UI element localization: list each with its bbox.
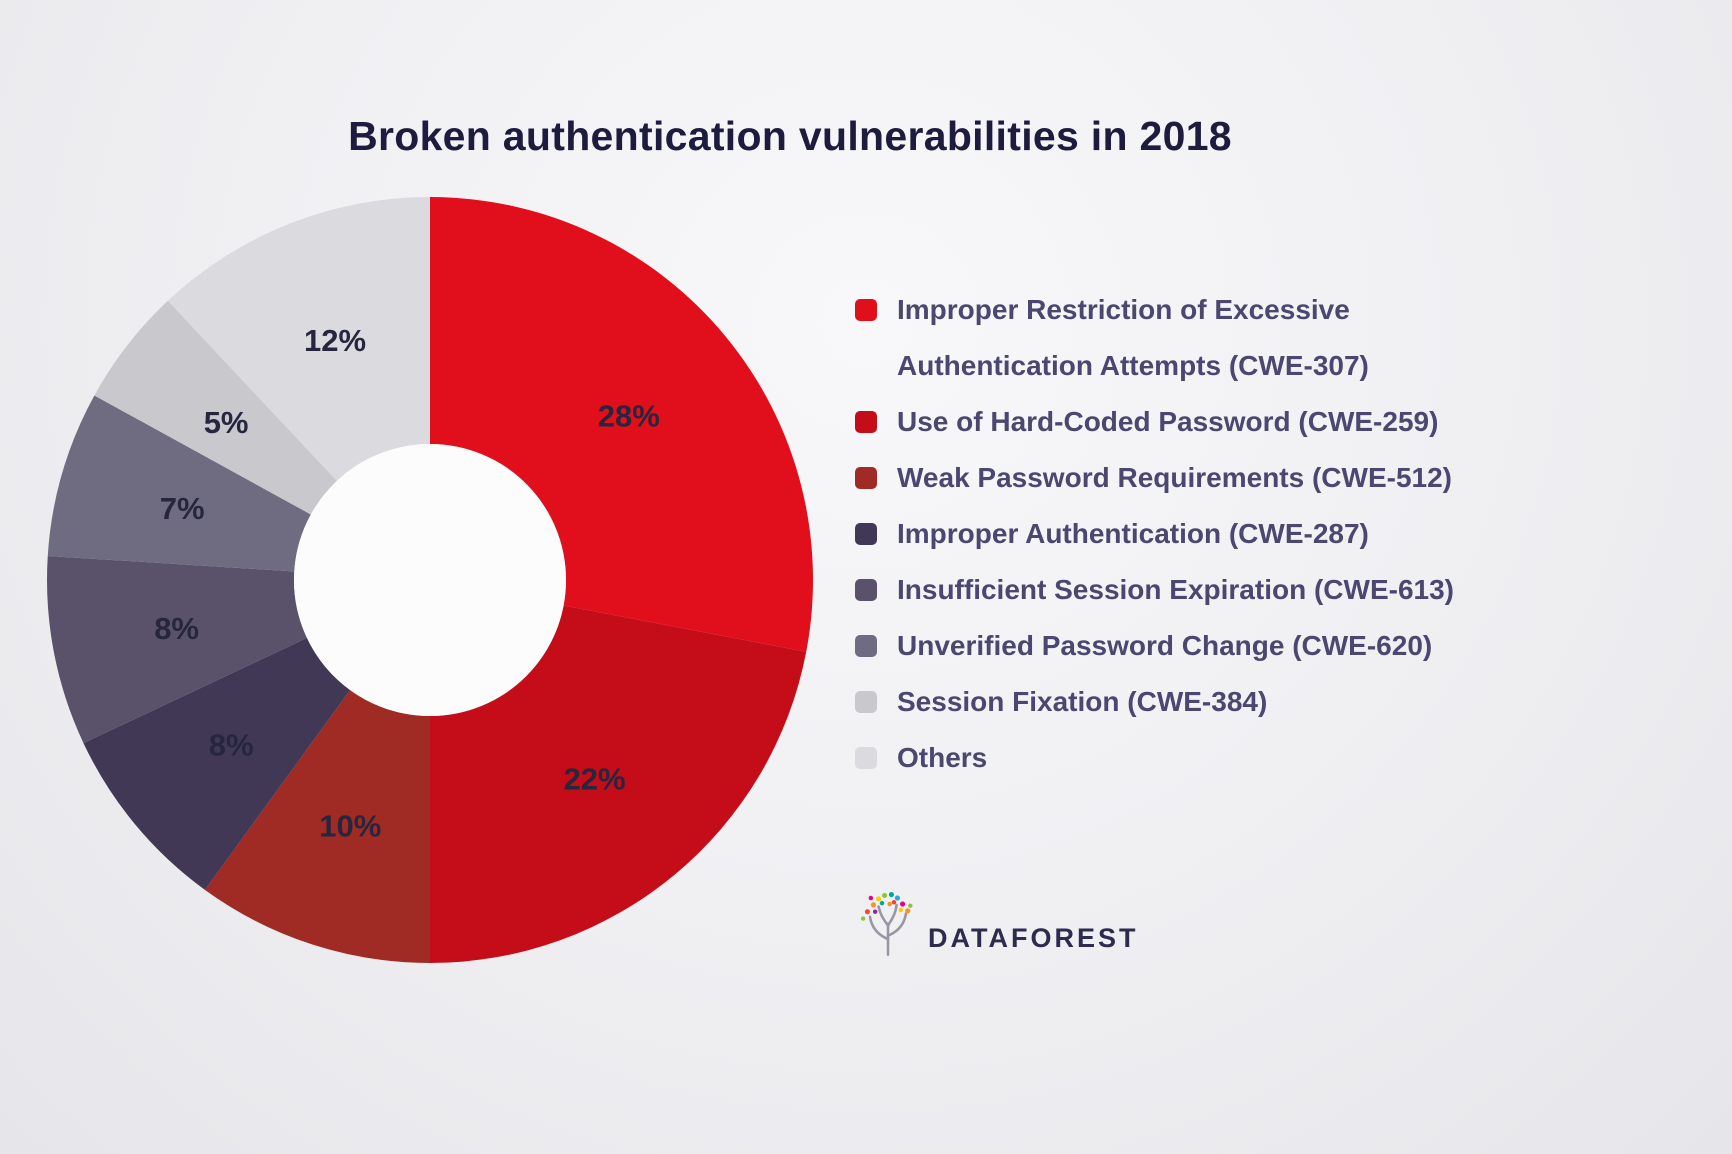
legend-item-4: Improper Authentication (CWE-287)	[855, 506, 1545, 562]
slice-percentage-label: 22%	[563, 762, 625, 797]
dataforest-tree-icon	[860, 892, 913, 956]
slice-percentage-label: 28%	[598, 398, 660, 433]
legend-swatch	[855, 747, 877, 769]
legend-swatch	[855, 299, 877, 321]
donut-chart: 28% 22% 10% 8% 8% 7% 5% 12%	[45, 195, 815, 965]
legend-item-label: Weak Password Requirements (CWE-512)	[897, 462, 1452, 493]
pie-chart-svg: 28% 22% 10% 8% 8% 7% 5% 12%	[47, 197, 814, 963]
slice-percentage-label: 10%	[319, 808, 381, 843]
slice-percentage-label: 7%	[160, 491, 205, 526]
legend-item-label: Use of Hard-Coded Password (CWE-259)	[897, 406, 1439, 437]
legend-swatch	[855, 467, 877, 489]
slice-percentage-label: 12%	[304, 323, 366, 358]
chart-title: Broken authentication vulnerabilities in…	[348, 113, 1232, 160]
pie-slice-8	[167, 197, 430, 481]
slice-percentage-label: 5%	[204, 405, 249, 440]
legend-item-label: Insufficient Session Expiration (CWE-613…	[897, 574, 1454, 605]
legend-item-5: Insufficient Session Expiration (CWE-613…	[855, 562, 1545, 618]
chart-legend: Improper Restriction of Excessive Authen…	[855, 282, 1545, 786]
pie-slice-7	[94, 300, 337, 515]
pie-slice-3	[204, 690, 430, 963]
pie-slice-6	[47, 395, 311, 572]
legend-item-label: Unverified Password Change (CWE-620)	[897, 630, 1433, 661]
legend-item-7: Session Fixation (CWE-384)	[855, 674, 1545, 730]
legend-swatch	[855, 579, 877, 601]
legend-item-label: Improper Authentication (CWE-287)	[897, 518, 1369, 549]
donut-hole	[294, 444, 566, 716]
pie-slice-4	[83, 637, 351, 890]
legend-item-label: Others	[897, 742, 988, 773]
dataforest-logo: DATAFOREST	[852, 880, 1138, 964]
legend-swatch	[855, 523, 877, 545]
legend-swatch	[855, 691, 877, 713]
legend-item-3: Weak Password Requirements (CWE-512)	[855, 450, 1545, 506]
legend-item-label: Improper Restriction of Excessive Authen…	[897, 294, 1369, 381]
pie-slice-5	[47, 555, 307, 744]
legend-swatch	[855, 411, 877, 433]
pie-slice-1	[430, 197, 814, 652]
slice-percentage-label: 8%	[209, 727, 254, 762]
legend-item-1: Improper Restriction of Excessive Authen…	[855, 282, 1545, 394]
pie-slice-2	[430, 605, 807, 963]
legend-swatch	[855, 635, 877, 657]
legend-item-label: Session Fixation (CWE-384)	[897, 686, 1268, 717]
legend-item-8: Others	[855, 730, 1545, 786]
legend-item-6: Unverified Password Change (CWE-620)	[855, 618, 1545, 674]
legend-item-2: Use of Hard-Coded Password (CWE-259)	[855, 394, 1545, 450]
dataforest-logo-text: DATAFOREST	[928, 923, 1139, 953]
slice-percentage-label: 8%	[154, 611, 199, 646]
